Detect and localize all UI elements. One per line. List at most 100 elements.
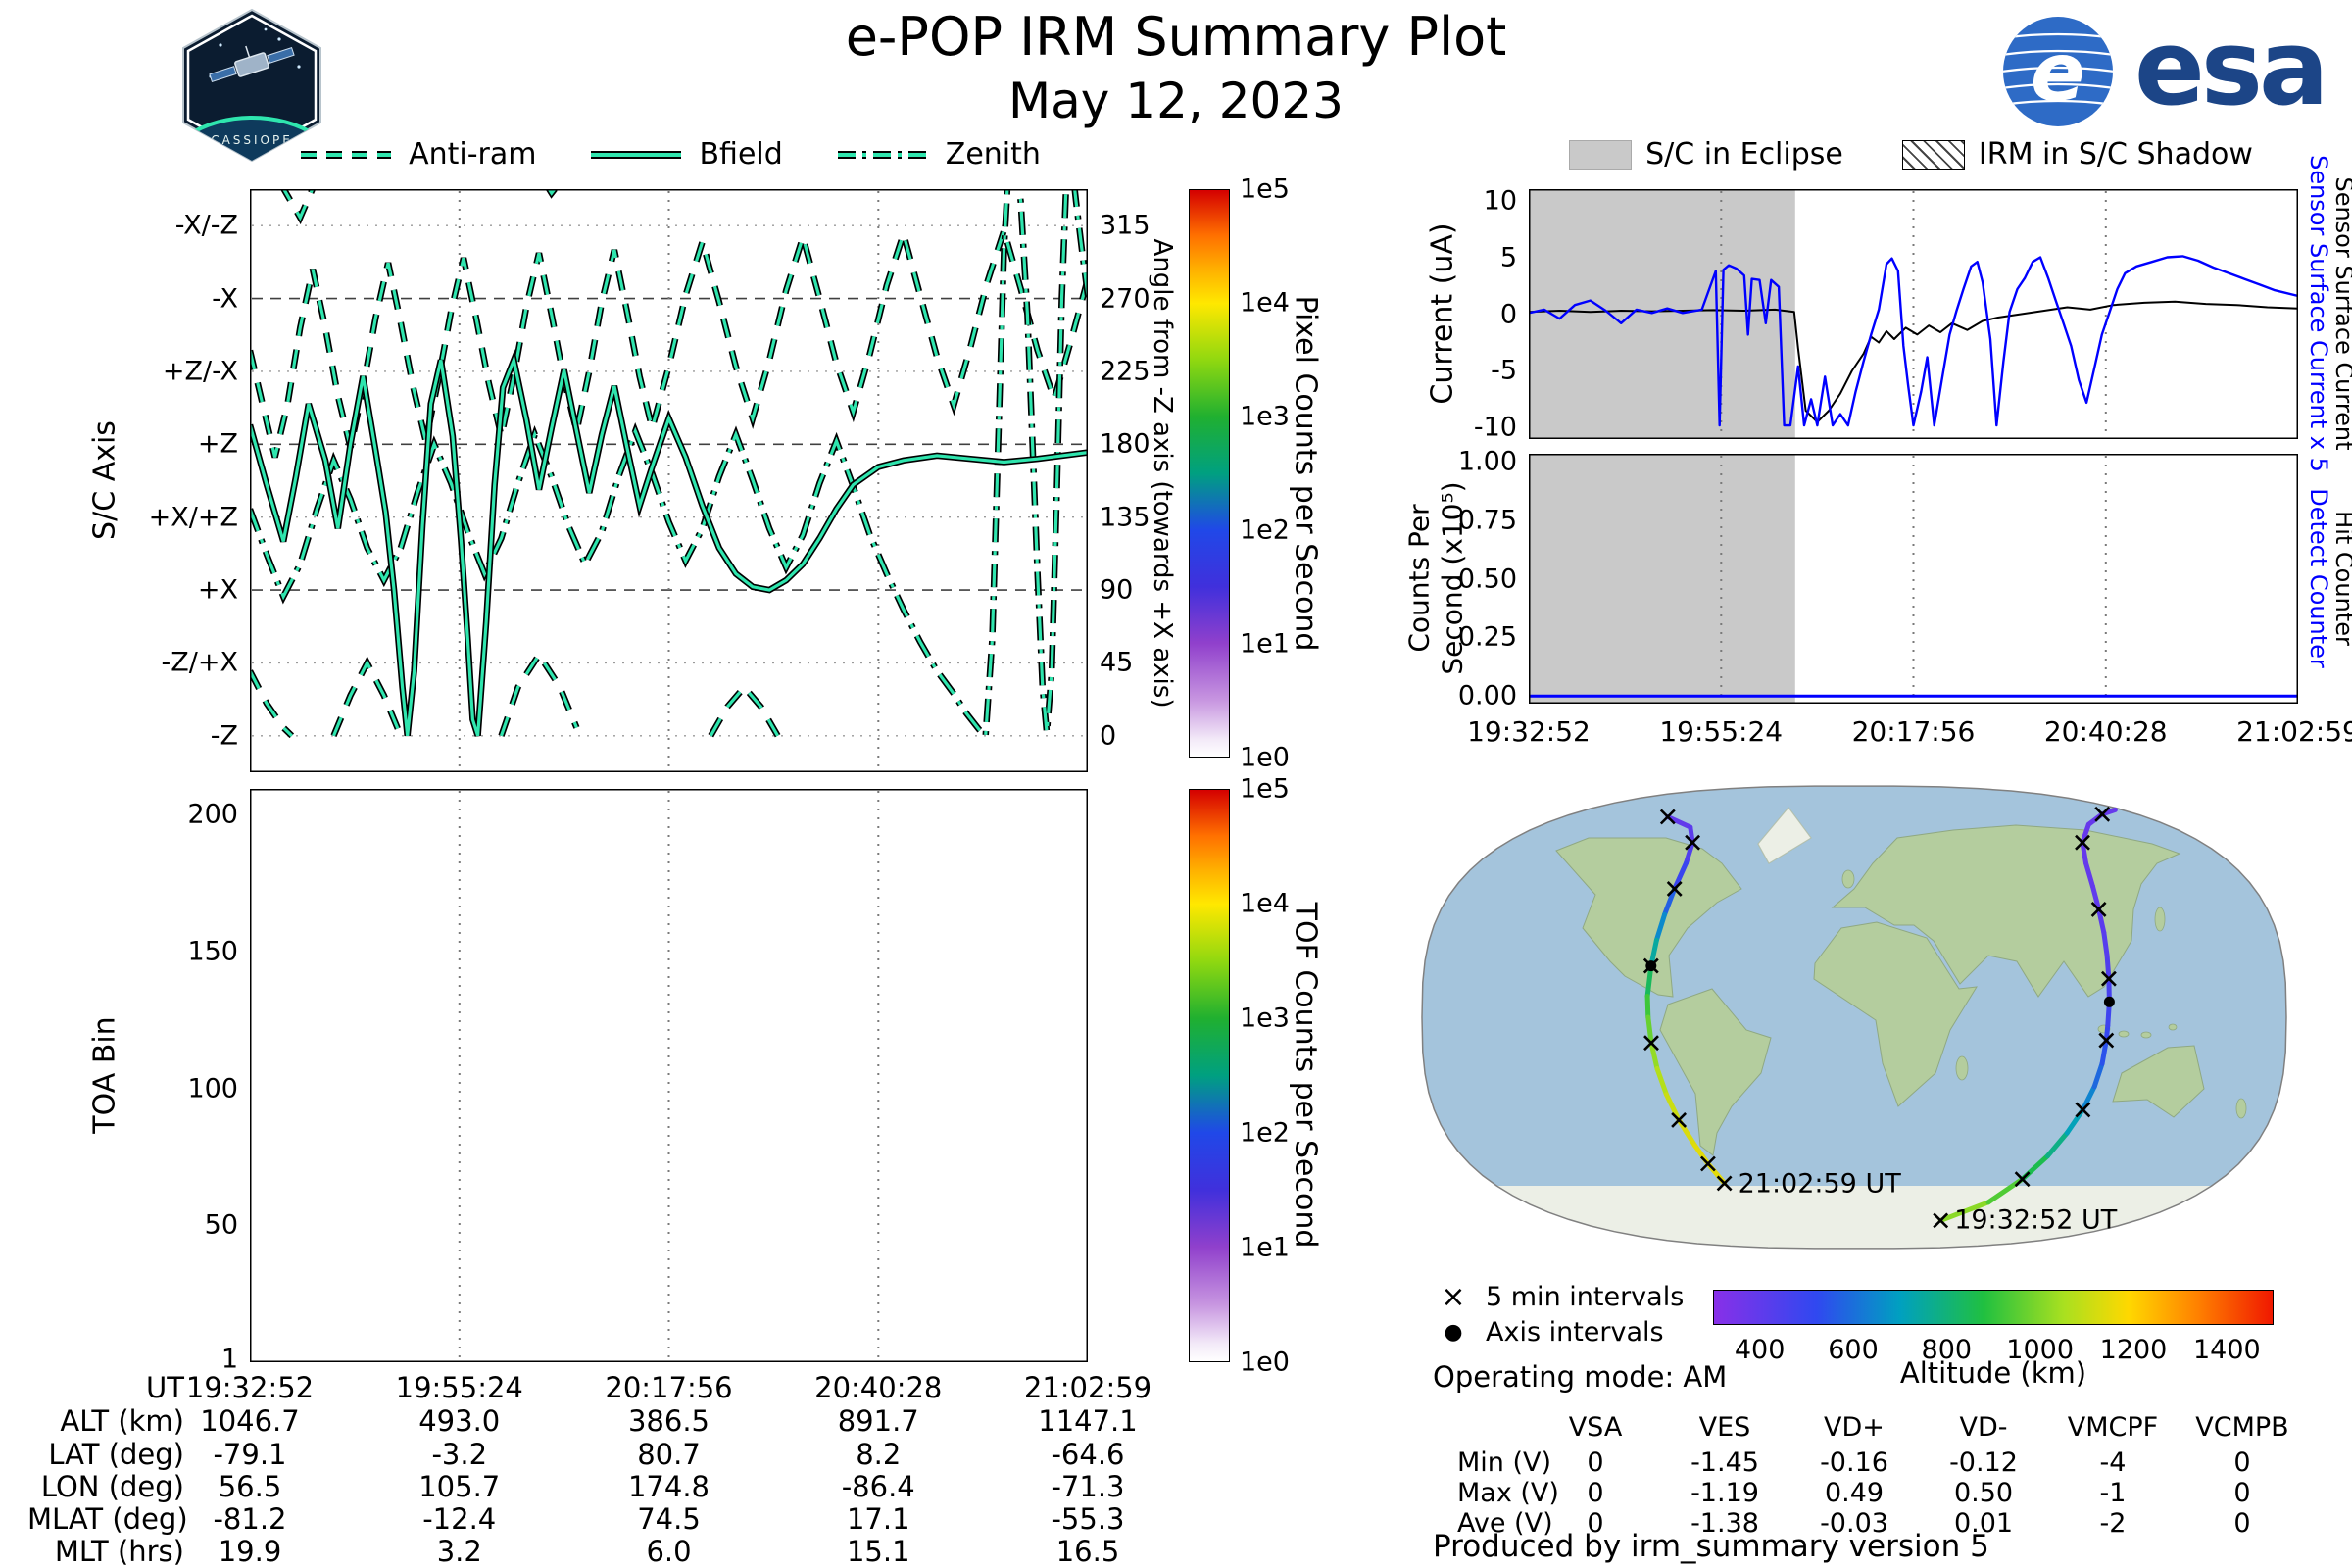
voltage-row-label: Max (V) [1457,1478,1559,1508]
altitude-tick: 600 [1828,1335,1879,1365]
voltage-col-header: VSA [1568,1412,1623,1443]
ephemeris-value: 3.2 [436,1535,482,1568]
voltage-col-header: VES [1698,1412,1751,1443]
track-interval-x-marker [1933,1212,1949,1229]
sc-ytick-left: -X [212,283,238,315]
sc-ytick-right: 225 [1100,356,1151,387]
legend-label: Zenith [945,137,1041,172]
pixel-counts-colorbar [1189,189,1230,758]
anti-ram-line-icon [301,150,392,159]
voltage-col-header: VD- [1959,1412,2008,1443]
sc-ytick-left: +Z/-X [162,356,238,387]
axis-interval-dot-marker [2103,996,2115,1007]
toa-ytick: 100 [187,1073,238,1104]
sc-ytick-left: +Z [197,428,238,460]
ephemeris-row-label: UT [146,1371,184,1404]
voltage-value: -0.03 [1820,1508,1888,1539]
altitude-tick: 1400 [2192,1335,2261,1365]
track-interval-x-marker [2090,901,2107,917]
shadow-hatch-swatch-icon [1901,139,1965,170]
track-interval-x-marker [2098,1032,2115,1049]
current-ytick: 10 [1483,185,1517,217]
ephemeris-value: 56.5 [218,1470,282,1503]
colorbar-tick: 1e1 [1240,1232,1290,1263]
track-end-time-label: 21:02:59 UT [1739,1168,1902,1199]
ephemeris-value: -64.6 [1051,1438,1125,1471]
current-ytick: -10 [1473,412,1517,443]
track-interval-x-marker [2100,970,2117,987]
toa-ytick: 150 [187,936,238,967]
legend-item-zenith: Zenith [834,137,1041,172]
altitude-tick: 1200 [2099,1335,2168,1365]
ephemeris-value: 80.7 [637,1438,701,1471]
track-interval-x-marker [1671,1111,1688,1128]
voltage-col-header: VD+ [1824,1412,1885,1443]
sc-ytick-right: 315 [1100,210,1151,241]
track-interval-x-marker [1716,1175,1733,1192]
current-ytick: 0 [1499,298,1517,329]
dot-marker-icon: ● [1444,1320,1463,1345]
track-interval-x-marker [2075,834,2090,851]
track-interval-x-marker [2094,806,2111,822]
ground-track-world-map: 21:02:59 UT 19:32:52 UT [1421,785,2287,1250]
ephemeris-value: 105.7 [418,1470,501,1503]
altitude-tick: 400 [1734,1335,1786,1365]
sc-ytick-right: 90 [1100,574,1134,606]
ephemeris-value: 20:40:28 [814,1371,943,1404]
counts-ytick: 0.25 [1457,621,1517,653]
ephemeris-value: -79.1 [213,1438,287,1471]
ephemeris-value: 19.9 [218,1535,282,1568]
current-ytick: 5 [1499,242,1517,273]
colorbar-tick: 1e0 [1240,1347,1290,1378]
time-tick-label: 19:32:52 [1467,715,1591,748]
voltage-row-label: Min (V) [1457,1447,1552,1478]
produced-by-footer: Produced by irm_summary version 5 [1433,1529,1989,1564]
hit-counter-label: Hit Counter [2330,511,2352,646]
ephemeris-value: -86.4 [841,1470,915,1503]
legend-item-shadow: IRM in S/C Shadow [1901,137,2253,172]
ephemeris-value: -3.2 [431,1438,488,1471]
track-interval-x-marker [1666,880,1683,897]
voltage-value: -1.19 [1690,1478,1759,1508]
legend-label: 5 min intervals [1486,1282,1685,1312]
legend-label: Anti-ram [409,137,537,172]
voltage-value: 0 [2233,1478,2251,1508]
ephemeris-value: 74.5 [637,1502,701,1536]
voltage-col-header: VCMPB [2195,1412,2289,1443]
toa-ytick: 1 [220,1344,238,1375]
track-interval-x-marker [1685,834,1701,851]
voltage-value: -4 [2099,1447,2127,1478]
time-tick-label: 20:17:56 [1851,715,1976,748]
page-date: May 12, 2023 [1008,73,1344,129]
track-interval-x-marker [2014,1171,2031,1188]
sc-axis-plot [250,189,1088,772]
ephemeris-value: -12.4 [422,1502,497,1536]
colorbar-tick: 1e3 [1240,401,1290,432]
tof-counts-colorbar [1189,789,1230,1362]
ephemeris-value: 493.0 [418,1404,501,1438]
ephemeris-value: -81.2 [213,1502,287,1536]
ephemeris-value: -71.3 [1051,1470,1125,1503]
ephemeris-value: 1147.1 [1038,1404,1138,1438]
ephemeris-value: 891.7 [837,1404,919,1438]
voltage-value: -1.38 [1690,1508,1759,1539]
ephemeris-row-label: LAT (deg) [48,1438,184,1471]
voltage-value: 0.49 [1824,1478,1885,1508]
voltage-col-header: VMCPF [2067,1412,2159,1443]
altitude-colorbar [1713,1290,2274,1325]
legend-label: Axis intervals [1486,1317,1664,1348]
altitude-tick: 1000 [2006,1335,2075,1365]
ephemeris-row-label: MLT (hrs) [54,1535,184,1568]
sc-ytick-left: -Z/+X [161,647,238,678]
eclipse-legend: S/C in Eclipse IRM in S/C Shadow [1509,137,2313,172]
counts-ytick: 0.75 [1457,505,1517,536]
voltage-value: -1.45 [1690,1447,1759,1478]
toa-bin-plot [250,789,1088,1362]
map-legend-5min: × 5 min intervals [1437,1280,1684,1314]
track-interval-x-marker [2075,1102,2091,1118]
ephemeris-value: 1046.7 [200,1404,300,1438]
sc-ytick-right: 270 [1100,283,1151,315]
sc-ytick-left: -Z [210,720,238,752]
counts-plot [1529,454,2298,704]
